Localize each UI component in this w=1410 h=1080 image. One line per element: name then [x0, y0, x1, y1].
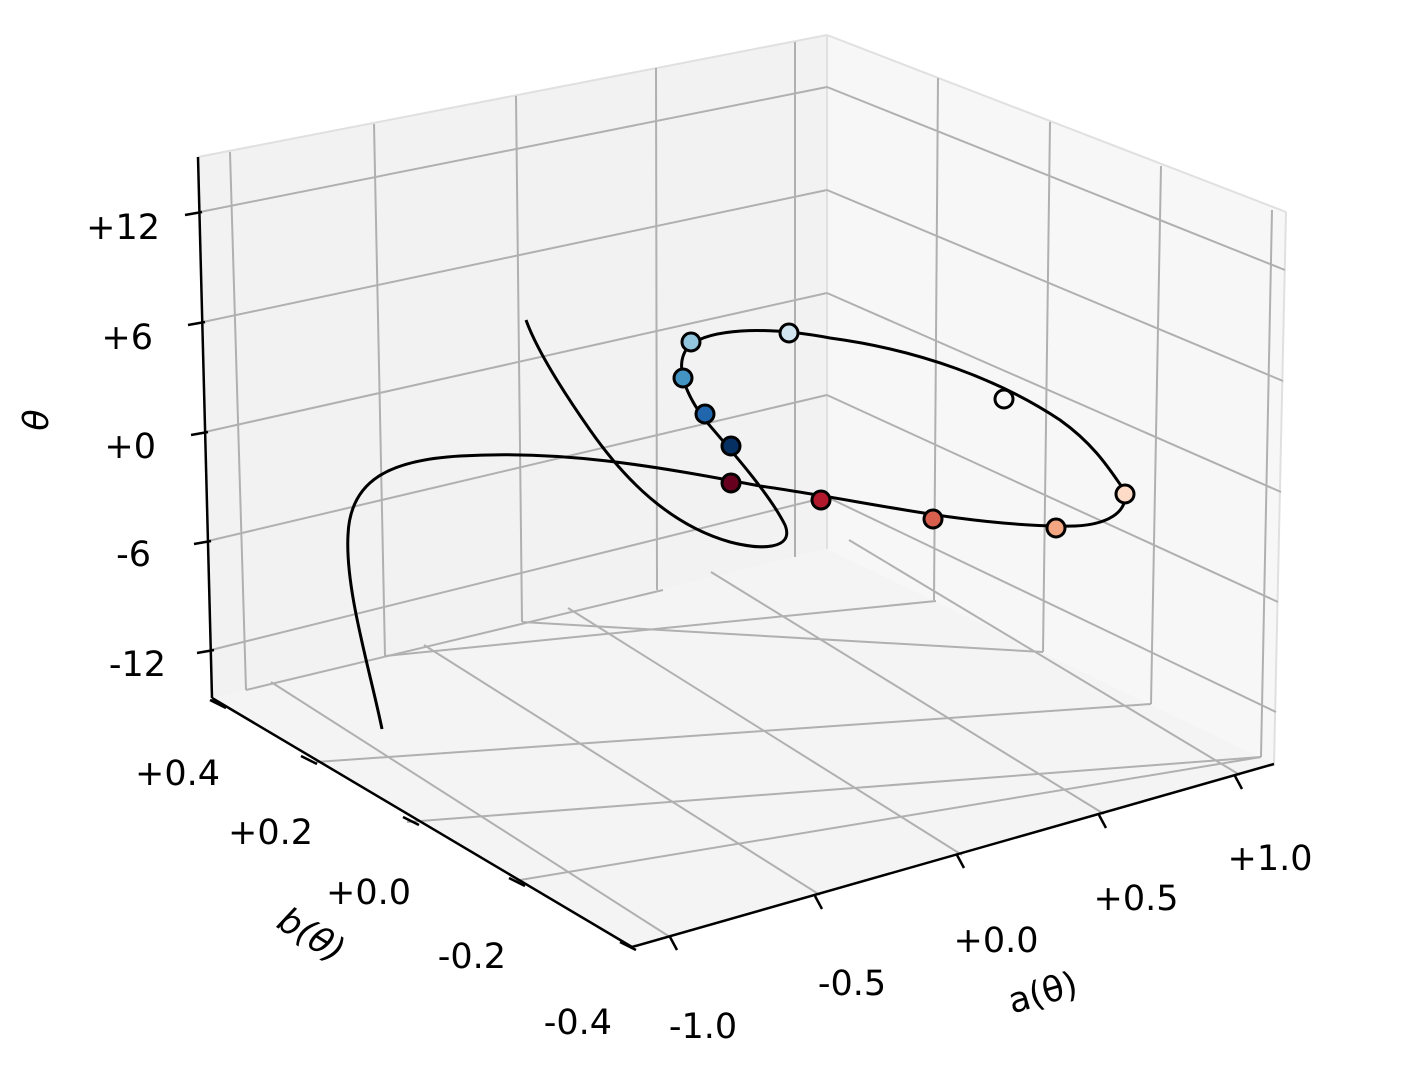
right-pane-edge	[1273, 211, 1287, 765]
gridline	[406, 756, 1262, 823]
y-tick-mark	[300, 754, 318, 766]
data-point	[1045, 517, 1067, 539]
pane-backgrounds	[198, 35, 1286, 947]
z-axis-line	[196, 156, 214, 699]
x-tick-mark	[955, 854, 966, 869]
z-tick-mark	[187, 320, 206, 327]
y-tick-mark	[619, 940, 637, 952]
y-tick-mark	[508, 876, 526, 888]
y-tick-label: -0.4	[544, 1003, 612, 1043]
y-axis-line	[211, 696, 633, 949]
data-point	[694, 403, 716, 425]
x-axis-line	[631, 762, 1275, 949]
gridline	[1150, 165, 1162, 705]
axes	[196, 156, 1275, 949]
x-tick-mark	[1097, 814, 1108, 829]
y-tick-mark	[402, 815, 420, 827]
x-tick-label: +1.0	[1228, 839, 1313, 879]
back-right-pane	[827, 35, 1286, 764]
z-tick-label: +12	[86, 208, 160, 248]
y-tick-label: -0.2	[438, 937, 506, 977]
gridline	[315, 703, 1152, 763]
x-tick-label: -1.0	[669, 1007, 737, 1047]
data-point	[1114, 483, 1136, 505]
data-point	[720, 435, 742, 457]
z-tick-label: -6	[116, 535, 151, 575]
gridline	[1042, 121, 1051, 653]
x-tick-mark	[813, 895, 824, 910]
data-point	[810, 489, 832, 511]
gridline	[515, 95, 523, 623]
data-curve	[346, 319, 1127, 730]
floor-pane	[212, 549, 1274, 947]
y-tick-label: +0.4	[135, 754, 220, 794]
x-tick-label: -0.5	[818, 964, 886, 1004]
z-tick-mark	[193, 539, 212, 546]
x-tick-mark	[668, 936, 679, 951]
gridline	[229, 151, 247, 691]
gridline	[202, 189, 828, 323]
gridline	[270, 681, 671, 938]
gridline	[245, 589, 664, 691]
gridline	[373, 123, 386, 657]
gridline	[513, 756, 1262, 882]
z-tick-mark	[190, 430, 209, 437]
z-tick-label: +6	[101, 318, 153, 358]
gridline	[199, 86, 828, 213]
gridline	[826, 86, 1286, 271]
data-point	[993, 388, 1015, 410]
z-axis-label: θ	[17, 409, 57, 430]
y-tick-label: +0.0	[326, 873, 411, 913]
gridline	[826, 189, 1284, 382]
y-tick-label: +0.2	[228, 813, 313, 853]
z-tick-label: +0	[104, 427, 156, 467]
gridline	[204, 292, 828, 433]
x-tick-label: +0.5	[1094, 879, 1179, 919]
gridline	[655, 67, 658, 591]
data-point	[720, 472, 742, 494]
pane-edges	[197, 34, 1287, 765]
z-tick-mark	[196, 648, 215, 655]
gridline	[826, 292, 1282, 493]
z-tick-mark	[184, 210, 203, 217]
x-tick-label: +0.0	[954, 921, 1039, 961]
tick-labels: +12 +6 +0 -6 -12 +0.4 +0.2 +0.0 -0.2 -0.…	[86, 208, 1312, 1047]
gridline	[423, 644, 821, 896]
y-tick-mark	[209, 698, 227, 710]
gridline	[1260, 209, 1273, 758]
data-point	[922, 508, 944, 530]
gridline	[848, 539, 1241, 776]
gridline	[826, 394, 1279, 603]
tick-marks	[184, 210, 1244, 952]
markers	[672, 322, 1136, 539]
z-tick-label: -12	[109, 645, 166, 685]
x-axis-label: a(θ)	[1004, 965, 1082, 1023]
data-point	[680, 331, 702, 353]
back-left-pane	[198, 35, 827, 698]
gridline	[210, 496, 828, 651]
top-left-pane-edge	[197, 34, 828, 158]
data-point	[778, 322, 800, 344]
data-point	[672, 367, 694, 389]
gridline	[521, 621, 1044, 653]
gridline	[384, 600, 937, 657]
x-tick-mark	[1233, 775, 1244, 790]
gridline	[826, 496, 1277, 713]
gridline	[207, 394, 828, 542]
top-right-pane-edge	[826, 34, 1287, 213]
